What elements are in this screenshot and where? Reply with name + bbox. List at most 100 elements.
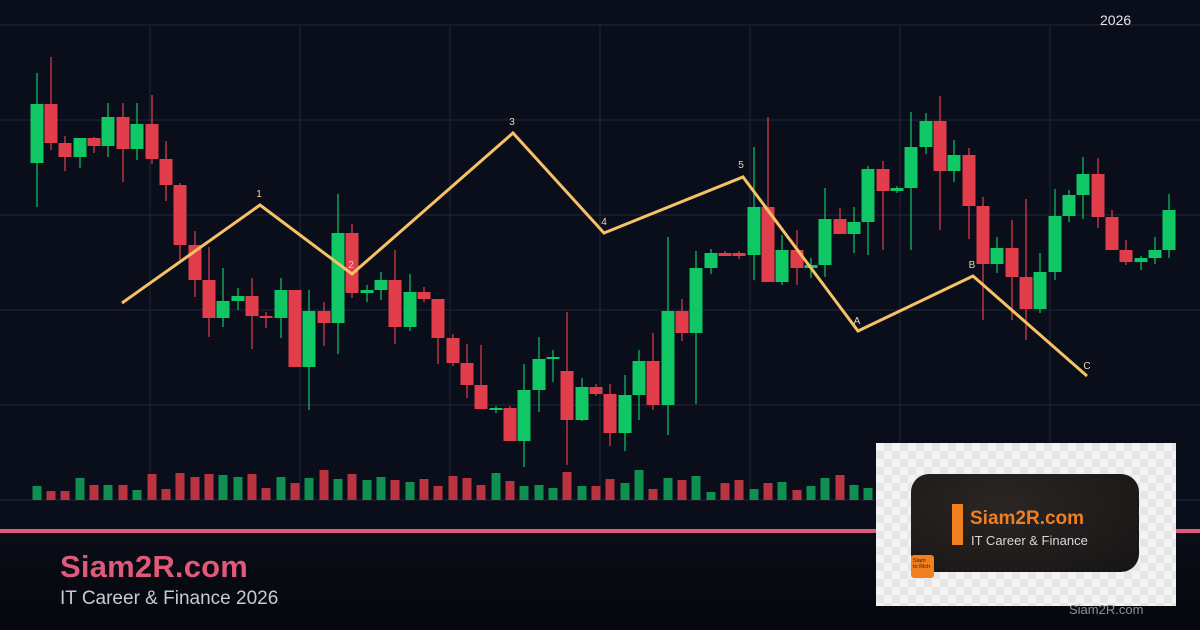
candle-body [431, 299, 445, 338]
candle-body [317, 311, 331, 323]
candle-body [503, 408, 517, 441]
volume-bar [132, 490, 142, 500]
candle-body [460, 363, 474, 385]
volume-bar [476, 485, 486, 500]
volume-bar [433, 486, 443, 500]
candle-body [790, 250, 804, 268]
volume-bar [763, 483, 773, 500]
volume-bar [806, 486, 816, 500]
volume-bar [161, 489, 171, 500]
volume-bar [60, 491, 70, 500]
candle-body [732, 253, 746, 256]
candle-body [1162, 210, 1176, 250]
candle-body [1091, 174, 1105, 217]
volume-bar [75, 478, 85, 500]
candle-body [446, 338, 460, 363]
candle-body [288, 290, 302, 367]
candle-body [761, 207, 775, 282]
volume-bar [820, 478, 830, 500]
candle-body [661, 311, 675, 405]
candle-body [130, 124, 144, 149]
candle-body [1119, 250, 1133, 262]
volume-bar [577, 486, 587, 500]
volume-bar [720, 483, 730, 500]
volume-bar [419, 479, 429, 500]
candle-body [1019, 277, 1033, 309]
logo-panel: Siam2R.com IT Career & Finance [911, 474, 1139, 572]
candle-body [30, 104, 44, 163]
candle-body [1148, 250, 1162, 258]
logo-card: Siam2R.com IT Career & Finance Siam to R… [876, 443, 1176, 606]
candle-body [675, 311, 689, 333]
volume-bar [347, 474, 357, 500]
volume-bar [835, 475, 845, 500]
volume-bar [89, 485, 99, 500]
candle-body [403, 292, 417, 327]
candle-body [990, 248, 1004, 264]
wave-label: 1 [256, 189, 262, 200]
candle-body [976, 206, 990, 264]
watermark: Siam2R.com [1069, 602, 1144, 617]
candle-body [517, 390, 531, 441]
candle-body [245, 296, 259, 316]
candle-body [302, 311, 316, 367]
volume-bar [319, 470, 329, 500]
volume-bar [648, 489, 658, 500]
volume-bar [706, 492, 716, 500]
volume-bar [118, 485, 128, 500]
volume-bar [290, 483, 300, 500]
candle-body [747, 207, 761, 255]
elliott-wave-line [121, 130, 1088, 378]
candle-body [904, 147, 918, 188]
candle-body [1062, 195, 1076, 216]
wave-label: C [1083, 361, 1090, 372]
candle-body [603, 394, 617, 433]
candle-body [947, 155, 961, 171]
volume-bar [304, 478, 314, 500]
volume-bar [792, 490, 802, 500]
candle-body [374, 280, 388, 290]
candle-body [775, 250, 789, 282]
volume-bar [777, 482, 787, 500]
candle-body [546, 357, 560, 359]
candle-body [560, 371, 574, 420]
candle-body [818, 219, 832, 265]
wave-label: 5 [738, 160, 744, 171]
volume-bar [233, 477, 243, 500]
candle-body [173, 185, 187, 245]
volume-bar [261, 488, 271, 500]
candle-body [1105, 217, 1119, 250]
badge-line-2: to Rich [913, 564, 931, 570]
candle-body [274, 290, 288, 318]
candle-body [1134, 258, 1148, 262]
volume-bar [605, 479, 615, 500]
candle-body [1048, 216, 1062, 272]
candle-body [87, 138, 101, 146]
volume-bar [147, 474, 157, 500]
volume-bars [32, 470, 873, 500]
candle-body [847, 222, 861, 234]
candle-body [704, 253, 718, 268]
volume-bar [103, 485, 113, 500]
volume-bar [405, 482, 415, 500]
candle-body [360, 290, 374, 293]
candle-body [101, 117, 115, 146]
volume-bar [218, 475, 228, 500]
candle-body [632, 361, 646, 395]
volume-bar [863, 488, 873, 500]
volume-bar [548, 488, 558, 500]
wave-label: 4 [601, 217, 607, 228]
volume-bar [462, 478, 472, 500]
volume-bar [519, 486, 529, 500]
volume-bar [333, 479, 343, 500]
candle-body [575, 387, 589, 420]
candle-body [388, 280, 402, 327]
candle-body [1076, 174, 1090, 195]
volume-bar [276, 477, 286, 500]
candle-body [202, 280, 216, 318]
volume-bar [591, 486, 601, 500]
candle-body [861, 169, 875, 222]
volume-bar [634, 470, 644, 500]
brand-subtitle: IT Career & Finance 2026 [60, 588, 279, 609]
volume-bar [677, 480, 687, 500]
